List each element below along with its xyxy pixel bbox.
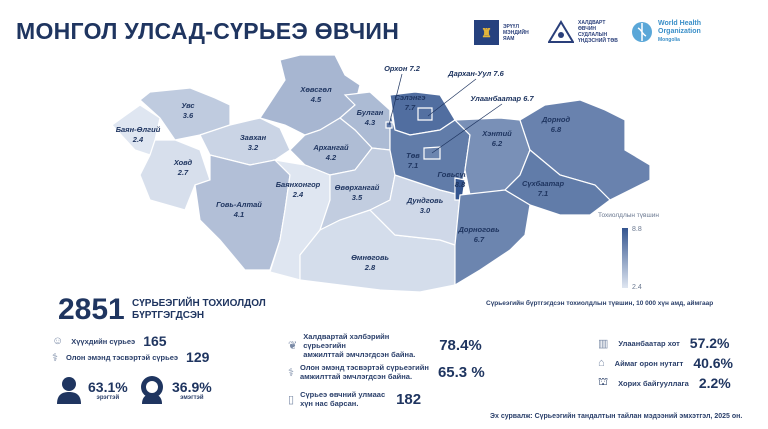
- children-icon: ☺: [52, 335, 64, 347]
- region-17: [504, 149, 611, 216]
- region-name-label: Хэнтий: [481, 129, 512, 138]
- total-cases-label: СҮРЬЕЭГИЙН ТОХИОЛДОЛ БҮРТГЭГДСЭН: [132, 298, 266, 321]
- legend-min: 2.4: [632, 284, 642, 291]
- region-name-label: Архангай: [312, 143, 349, 152]
- pills-icon: ⚕: [52, 351, 58, 364]
- region-value-label: 7.1: [538, 189, 548, 198]
- logo-ministry: ♜ ЭРҮҮЛ МЭНДИЙН ЯАМ: [474, 20, 533, 45]
- region-value-label: 2.4: [292, 190, 304, 199]
- region-value-label: 3.2: [248, 143, 259, 152]
- region-value-label: 4.1: [233, 210, 244, 219]
- region-name-label: Сэлэнгэ: [394, 93, 425, 102]
- lungs-icon: ❦: [288, 339, 298, 352]
- rural-icon: ⌂: [598, 357, 605, 369]
- region-value-label: 3.0: [420, 206, 431, 215]
- callout-line: [427, 78, 477, 117]
- city-icon: ▥: [598, 337, 609, 350]
- region-name-label: Дундговь: [406, 196, 444, 205]
- region-name-label: Булган: [357, 108, 384, 117]
- region-18: [454, 189, 531, 287]
- map-caption: Сүрьеэгийн бүртгэгдсэн тохиолдлын түвшин…: [486, 300, 714, 307]
- region-value-label: 3.5: [352, 193, 363, 202]
- region-value-label: 6.8: [551, 125, 562, 134]
- tombstone-icon: ▯: [288, 393, 295, 406]
- legend-gradient-bar: [622, 228, 628, 288]
- children-stat: ☺ Хүүхдийн сүрьеэ 165: [52, 333, 167, 349]
- region-name-label: Завхан: [240, 133, 267, 142]
- region-value-label: 6.7: [474, 235, 485, 244]
- region-name-label: Хөвсгөл: [299, 85, 332, 94]
- region-name-label: Баянхонгор: [276, 180, 321, 189]
- location-item: ⌂ Аймаг орон нутагт 40.6%: [598, 355, 734, 371]
- region-callout-label: Улаанбаатар 6.7: [470, 94, 534, 103]
- male-icon: [57, 377, 81, 404]
- callout-line: [388, 73, 403, 126]
- logo-who: World Health Organization Mongolia: [630, 20, 702, 44]
- region-value-label: 2.4: [132, 135, 144, 144]
- region-callout-label: Орхон 7.2: [384, 64, 421, 73]
- location-item: ▥ Улаанбаатар хот 57.2%: [598, 335, 730, 351]
- mdr-stat: ⚕ Олон эмэнд тэсвэртэй сүрьеэ 129: [52, 349, 210, 365]
- choropleth-map: Баян-Өлгий2.4Увс3.6Ховд2.7Завхан3.2Хөвсг…: [111, 54, 651, 293]
- region-value-label: 8.8: [455, 180, 466, 189]
- region-name-label: Говьсүмбэр: [438, 170, 483, 179]
- source-note: Эх сурвалж: Сүрьеэгийн тандалтын тайлан …: [490, 413, 743, 420]
- region-value-label: 4.2: [325, 153, 337, 162]
- region-value-label: 4.5: [310, 95, 322, 104]
- region-value-label: 7.1: [408, 161, 418, 170]
- treatment-item: ▯ Сүрьеэ өвчний улмаас хүн нас барсан. 18…: [288, 390, 422, 408]
- male-stat: 63.1% эрэгтэй: [56, 376, 128, 404]
- region-name-label: Төв: [406, 151, 420, 160]
- location-item: ⛫ Хорих байгууллага 2.2%: [598, 375, 731, 391]
- page-title: МОНГОЛ УЛСАД-СҮРЬЕЭ ӨВЧИН: [16, 18, 400, 44]
- legend-max: 8.8: [632, 226, 642, 233]
- region-value-label: 2.8: [364, 263, 376, 272]
- legend-title: Тохиолдлын түвшин: [598, 212, 659, 219]
- callout-line: [431, 103, 503, 154]
- region-name-label: Говь-Алтай: [216, 200, 262, 209]
- region-name-label: Ховд: [173, 158, 193, 167]
- location-list: ▥ Улаанбаатар хот 57.2% ⌂ Аймаг орон нутагт…: [598, 333, 733, 393]
- region-name-label: Баян-Өлгий: [116, 125, 161, 134]
- region-19: [417, 107, 433, 121]
- who-globe-icon: [632, 22, 652, 42]
- region-value-label: 2.7: [177, 168, 189, 177]
- emblem-icon: ♜: [474, 20, 499, 45]
- region-name-label: Увс: [181, 101, 195, 110]
- region-value-label: 4.3: [364, 118, 376, 127]
- region-1: [139, 87, 231, 141]
- region-name-label: Сүхбаатар: [522, 179, 564, 188]
- treatment-list: ❦ Халдвартай хэлбэрийн сүрьеэгийн амжилтт…: [288, 331, 485, 411]
- region-callout-label: Дархан-Уул 7.6: [447, 69, 505, 78]
- triangle-logo-icon: [548, 20, 574, 43]
- treatment-item: ⚕ Олон эмэнд тэсвэртэй сүрьеэгийн амжилтт…: [288, 363, 485, 381]
- prison-icon: ⛫: [598, 376, 609, 388]
- logo-ncc: ХАЛДВАРТ ӨВЧИН СУДЛАЛЫН ҮНДЭСНИЙ ТӨВ: [548, 20, 622, 44]
- region-name-label: Дорнод: [541, 115, 571, 124]
- region-name-label: Өмнөговь: [351, 253, 389, 262]
- region-name-label: Өвөрхангай: [335, 183, 380, 192]
- region-name-label: Дорноговь: [457, 225, 500, 234]
- medicine-icon: ⚕: [288, 366, 294, 379]
- region-value-label: 6.2: [492, 139, 503, 148]
- total-cases: 2851: [58, 293, 125, 326]
- female-icon: [141, 376, 163, 404]
- region-value-label: 3.6: [183, 111, 194, 120]
- female-stat: 36.9% эмэгтэй: [138, 376, 212, 404]
- treatment-item: ❦ Халдвартай хэлбэрийн сүрьеэгийн амжилтт…: [288, 331, 482, 359]
- region-value-label: 7.7: [405, 103, 416, 112]
